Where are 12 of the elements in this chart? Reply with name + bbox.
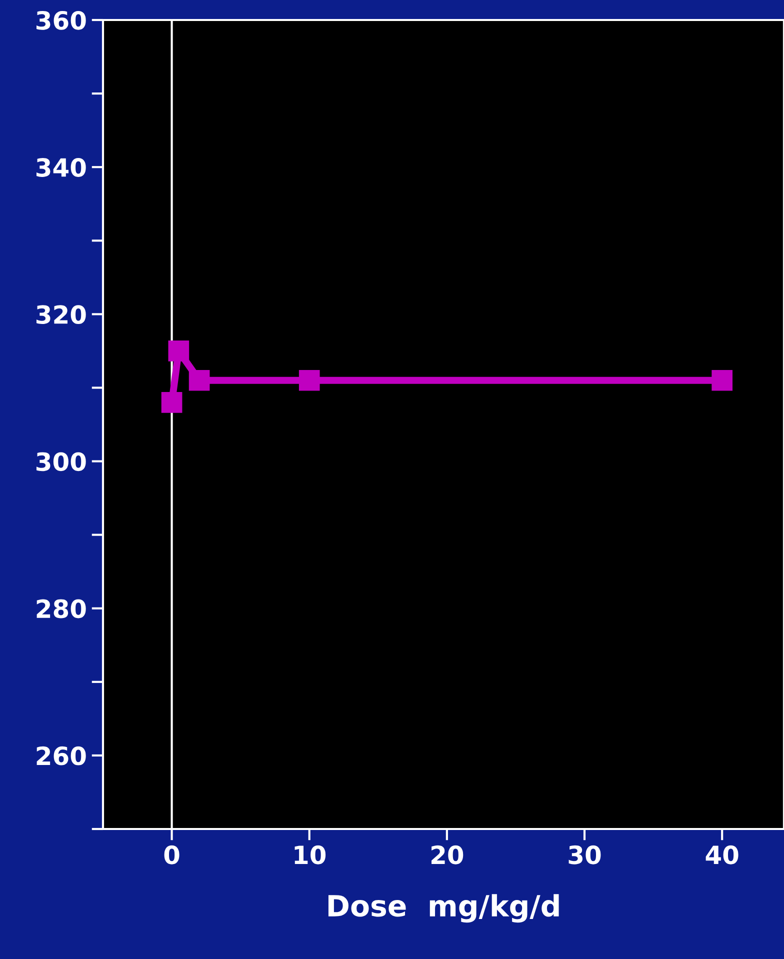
- y-tick-label: 280: [36, 599, 86, 618]
- x-tick-label: 20: [432, 845, 464, 864]
- y-tick-label: 320: [36, 305, 86, 324]
- x-axis-title: Dose mg/kg/d: [328, 894, 559, 923]
- x-tick-label: 40: [706, 845, 738, 864]
- x-tick-label: 0: [164, 845, 180, 864]
- x-tick-label: 10: [294, 845, 326, 864]
- y-tick-label: 340: [36, 158, 86, 177]
- x-tick-label: 30: [568, 845, 601, 864]
- y-tick-label: 360: [36, 10, 86, 30]
- y-tick-label: 300: [36, 452, 86, 472]
- y-tick-label: 260: [36, 746, 86, 766]
